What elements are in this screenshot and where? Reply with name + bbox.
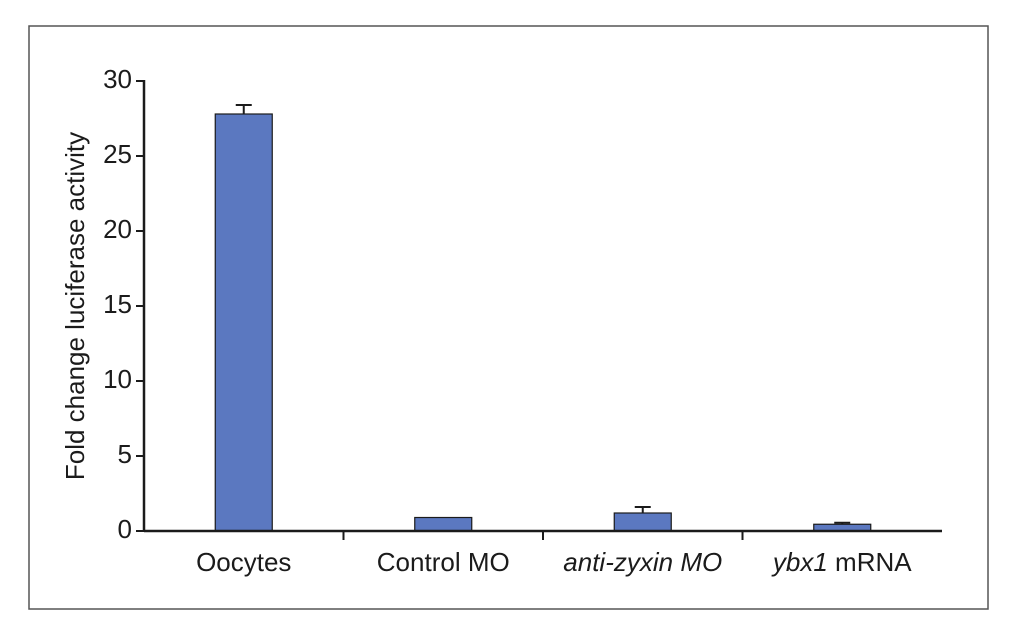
y-tick-label-0: 0	[118, 514, 132, 544]
bar-1	[414, 516, 473, 532]
axes-layer	[136, 80, 942, 540]
y-tick-label-3: 15	[103, 289, 132, 319]
y-tick-label-6: 30	[103, 64, 132, 94]
x-tick-label-1: Control MO	[377, 547, 510, 577]
figure-border	[28, 25, 989, 610]
y-axis-label: Fold change luciferase activity	[60, 132, 90, 480]
tick-labels-layer: Oocytes Control MO anti-zyxin MO ybx1 mRNA 0…	[103, 64, 912, 577]
error-bars-layer	[235, 104, 851, 525]
bars-layer	[214, 113, 872, 532]
y-tick-label-4: 20	[103, 214, 132, 244]
y-tick-label-2: 10	[103, 364, 132, 394]
y-tick-label-5: 25	[103, 139, 132, 169]
x-tick-label-2: anti-zyxin MO	[563, 547, 722, 577]
bar-2	[613, 512, 672, 532]
y-tick-label-1: 5	[118, 439, 132, 469]
x-tick-label-0: Oocytes	[196, 547, 291, 577]
x-tick-label-3: ybx1 mRNA	[771, 547, 912, 577]
bar-0	[214, 113, 273, 532]
